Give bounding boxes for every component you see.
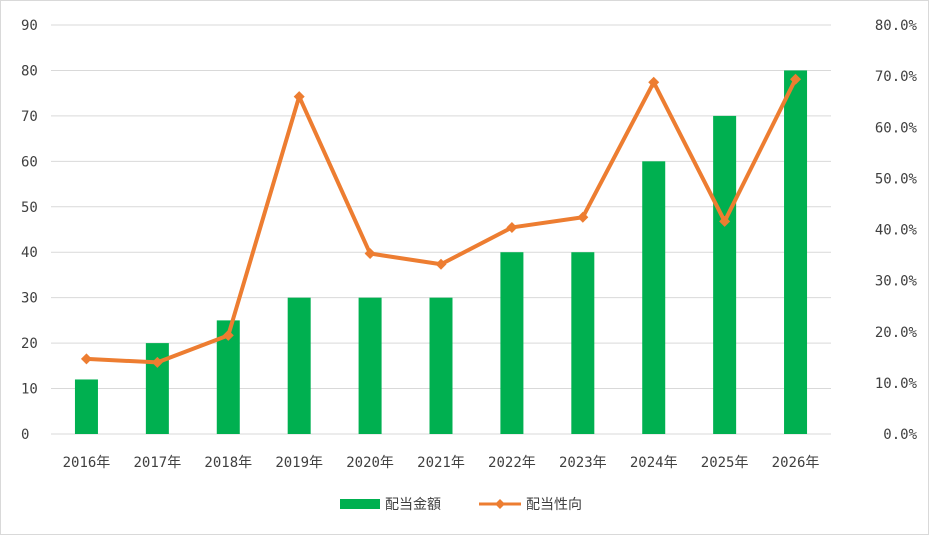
bar: [287, 297, 311, 434]
x-axis-tick-label: 2024年: [630, 455, 678, 471]
bar: [713, 115, 737, 434]
right-axis-tick-label: 40.0%: [875, 223, 918, 239]
left-axis-ticks: 0 10 20 30 40 50 60 70 80 90: [21, 18, 38, 443]
line-point: [222, 329, 234, 341]
legend: 配当金額 配当性向: [340, 497, 582, 513]
bar: [74, 379, 98, 434]
x-axis-tick-label: 2023年: [559, 455, 607, 471]
line-point: [648, 76, 660, 88]
right-axis-tick-label: 10.0%: [875, 376, 918, 392]
gridlines: [51, 24, 831, 435]
line-point: [506, 221, 518, 233]
line-point: [80, 353, 92, 365]
left-axis-tick-label: 90: [21, 18, 38, 34]
x-axis-tick-label: 2020年: [346, 455, 394, 471]
legend-label-line: 配当性向: [526, 497, 582, 513]
x-axis-tick-label: 2022年: [488, 455, 536, 471]
bar: [571, 252, 595, 434]
right-axis-ticks: 0.0% 10.0% 20.0% 30.0% 40.0% 50.0% 60.0% 70.0% 8…: [875, 18, 918, 443]
right-axis-tick-label: 50.0%: [875, 171, 918, 187]
bar: [429, 297, 453, 434]
right-axis-tick-label: 70.0%: [875, 69, 918, 85]
left-axis-tick-label: 70: [21, 109, 38, 125]
x-axis-tick-label: 2016年: [63, 455, 111, 471]
line-point: [151, 356, 163, 368]
x-axis-tick-label: 2019年: [275, 455, 323, 471]
left-axis-tick-label: 20: [21, 336, 38, 352]
bar: [642, 161, 666, 435]
left-axis-tick-label: 50: [21, 200, 38, 216]
line-point: [293, 91, 305, 103]
legend-swatch-bar: [340, 499, 380, 509]
line-point: [577, 211, 589, 223]
x-axis-tick-label: 2025年: [701, 455, 749, 471]
right-axis-tick-label: 0.0%: [883, 427, 917, 443]
left-axis-tick-label: 30: [21, 291, 38, 307]
x-axis-tick-label: 2018年: [204, 455, 252, 471]
line-point: [790, 73, 802, 85]
right-axis-tick-label: 30.0%: [875, 274, 918, 290]
bar: [145, 343, 169, 434]
bar: [216, 320, 240, 434]
line-point: [435, 258, 447, 270]
left-axis-tick-label: 10: [21, 382, 38, 398]
x-axis-tick-label: 2017年: [134, 455, 182, 471]
x-axis-ticks: 2016年 2017年 2018年 2019年 2020年 2021年 2022年 2023年…: [63, 455, 820, 471]
right-axis-tick-label: 60.0%: [875, 120, 918, 136]
line-series: [80, 73, 802, 368]
x-axis-tick-label: 2021年: [417, 455, 465, 471]
bar: [784, 70, 808, 434]
line-point: [719, 215, 731, 227]
left-axis-tick-label: 60: [21, 154, 38, 170]
bar: [358, 297, 382, 434]
legend-label-bar: 配当金額: [385, 497, 441, 513]
left-axis-tick-label: 0: [21, 427, 29, 443]
legend-swatch-marker: [495, 499, 505, 509]
bar: [500, 252, 524, 434]
left-axis-tick-label: 40: [21, 245, 38, 261]
left-axis-tick-label: 80: [21, 63, 38, 79]
bar-series: [74, 70, 808, 435]
right-axis-tick-label: 80.0%: [875, 18, 918, 34]
right-axis-tick-label: 20.0%: [875, 325, 918, 341]
x-axis-tick-label: 2026年: [772, 455, 820, 471]
line-point: [364, 248, 376, 260]
